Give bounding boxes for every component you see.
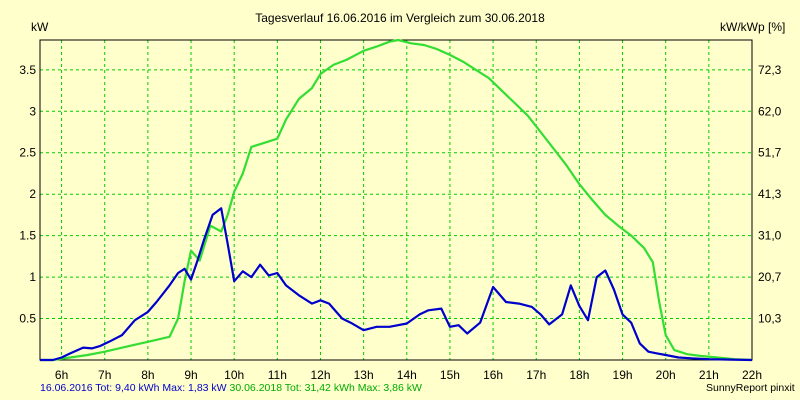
x-tick-label: 13h	[354, 368, 374, 382]
y-axis-left-label: kW	[31, 20, 49, 34]
x-tick-label: 21h	[699, 368, 719, 382]
y-right-tick-label: 72,3	[758, 63, 782, 77]
x-tick-label: 10h	[224, 368, 244, 382]
y-axis-right-label: kW/kWp [%]	[720, 20, 785, 34]
footer-summary: 16.06.2016 Tot: 9,40 kWh Max: 1,83 kW 30…	[40, 382, 422, 394]
y-right-tick-label: 51,7	[758, 146, 782, 160]
x-tick-label: 20h	[656, 368, 676, 382]
y-left-tick-label: 3	[29, 104, 36, 118]
chart-title: Tagesverlauf 16.06.2016 im Vergleich zum…	[255, 11, 545, 25]
y-left-tick-label: 2.5	[19, 146, 36, 160]
y-right-tick-label: 41,3	[758, 187, 782, 201]
footer-series2-summary: 30.06.2018 Tot: 31,42 kWh Max: 3,86 kW	[229, 382, 422, 394]
series-line-2	[40, 38, 753, 362]
x-tick-label: 22h	[742, 368, 762, 382]
x-tick-label: 12h	[310, 368, 330, 382]
x-tick-label: 9h	[184, 368, 197, 382]
y-right-tick-label: 10,3	[758, 312, 782, 326]
x-tick-label: 18h	[569, 368, 589, 382]
tick-labels: 6h 7h 8h 9h 10h 11h 12h 13h 14h 15h 16h 17h 18h 19h 20…	[19, 63, 781, 382]
x-tick-label: 14h	[397, 368, 417, 382]
x-tick-label: 17h	[526, 368, 546, 382]
y-left-tick-label: 2	[29, 187, 36, 201]
x-tick-label: 8h	[141, 368, 154, 382]
y-left-tick-label: 1.5	[19, 229, 36, 243]
footer-credit: SunnyReport pinxit	[706, 382, 795, 394]
x-tick-label: 7h	[98, 368, 111, 382]
y-left-tick-label: 0.5	[19, 312, 36, 326]
y-left-tick-label: 1	[29, 270, 36, 284]
series-line-1	[40, 207, 753, 362]
grid	[40, 40, 752, 360]
y-right-tick-label: 20,7	[758, 270, 782, 284]
y-right-tick-label: 62,0	[758, 104, 782, 118]
x-tick-label: 11h	[268, 368, 287, 382]
series-layer	[40, 38, 753, 362]
x-tick-label: 6h	[55, 368, 68, 382]
x-tick-label: 16h	[483, 368, 503, 382]
x-tick-label: 15h	[440, 368, 460, 382]
x-tick-label: 19h	[613, 368, 633, 382]
y-left-tick-label: 3.5	[19, 63, 36, 77]
y-right-tick-label: 31,0	[758, 229, 782, 243]
footer-series1-summary: 16.06.2016 Tot: 9,40 kWh Max: 1,83 kW	[40, 382, 227, 394]
